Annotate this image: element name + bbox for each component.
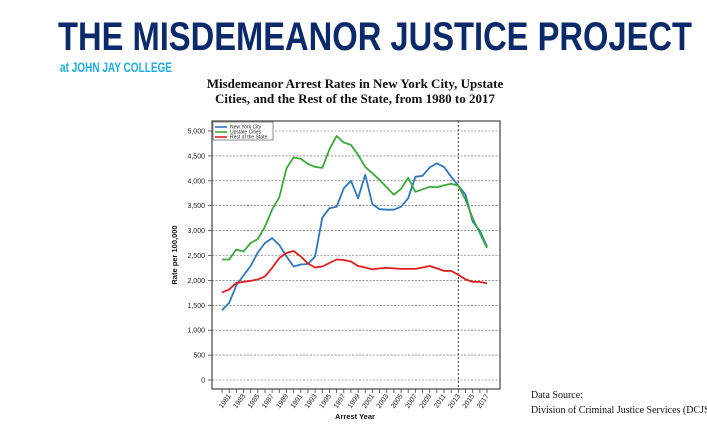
page-title: THE MISDEMEANOR JUSTICE PROJECT [58,15,692,59]
y-tick-label: 500 [193,353,205,360]
x-tick-label: 1985 [247,393,262,410]
x-tick-label: 2015 [462,393,477,410]
x-tick-label: 1987 [261,393,276,410]
x-tick-label: 1993 [304,393,319,410]
page-subtitle: at JOHN JAY COLLEGE [60,59,172,75]
data-source-name: Division of Criminal Justice Services (D… [531,405,707,416]
y-tick-label: 3,000 [187,228,205,235]
x-axis: 1981 1983 1985 1987 1989 1991 1993 1995 1997 1999… [218,389,491,410]
series-line-new-york-city [221,162,488,311]
gridlines [212,130,500,381]
x-axis-label: Arrest Year [335,412,375,421]
x-tick-label: 2001 [361,393,376,410]
y-tick-label: 0 [201,378,205,385]
x-tick-label: 2011 [433,393,447,409]
chart-title-line-2: Cities, and the Rest of the State, from … [215,91,495,106]
x-tick-label: 2005 [390,393,405,410]
y-tick-label: 3,500 [187,203,205,210]
y-tick-label: 4,000 [187,178,205,185]
y-tick-label: 5,000 [187,129,205,136]
x-tick-label: 2003 [376,393,391,410]
y-axis-label: Rate per 100,000 [170,225,179,284]
x-tick-label: 2007 [404,393,419,410]
legend-label-new-york-city: New York City [230,125,262,131]
x-tick-label: 2013 [447,393,462,410]
x-tick-label: 2017 [476,393,491,410]
series-line-upstate-cities [222,135,488,261]
legend-label-upstate-cities: Upstate Cities [230,130,262,136]
x-tick-label: 1997 [333,393,348,410]
plot-frame [211,120,501,390]
y-axis: 0 500 1,000 1,500 2,000 2,500 3,000 3,500 4,000 4… [187,129,212,385]
y-tick-label: 1,000 [187,328,205,335]
y-tick-label: 1,500 [187,303,205,310]
y-tick-label: 2,000 [187,278,205,285]
data-source-label: Data Source: [531,390,583,401]
y-tick-label: 2,500 [187,253,205,260]
y-tick-label: 4,500 [187,153,205,160]
legend-label-rest-of-the-state: Rest of the State [230,135,267,141]
x-tick-label: 1981 [218,393,233,410]
x-tick-label: 1983 [232,393,247,410]
series-line-rest-of-the-state [221,250,488,294]
x-tick-label: 1991 [290,393,305,410]
chart-title-line-1: Misdemeanor Arrest Rates in New York Cit… [207,76,504,91]
x-tick-label: 1995 [318,393,333,410]
legend-box [212,121,274,141]
x-tick-label: 1989 [275,393,290,410]
series-lines [221,135,488,311]
x-tick-label: 1999 [347,393,362,410]
x-tick-label: 2009 [419,393,434,410]
